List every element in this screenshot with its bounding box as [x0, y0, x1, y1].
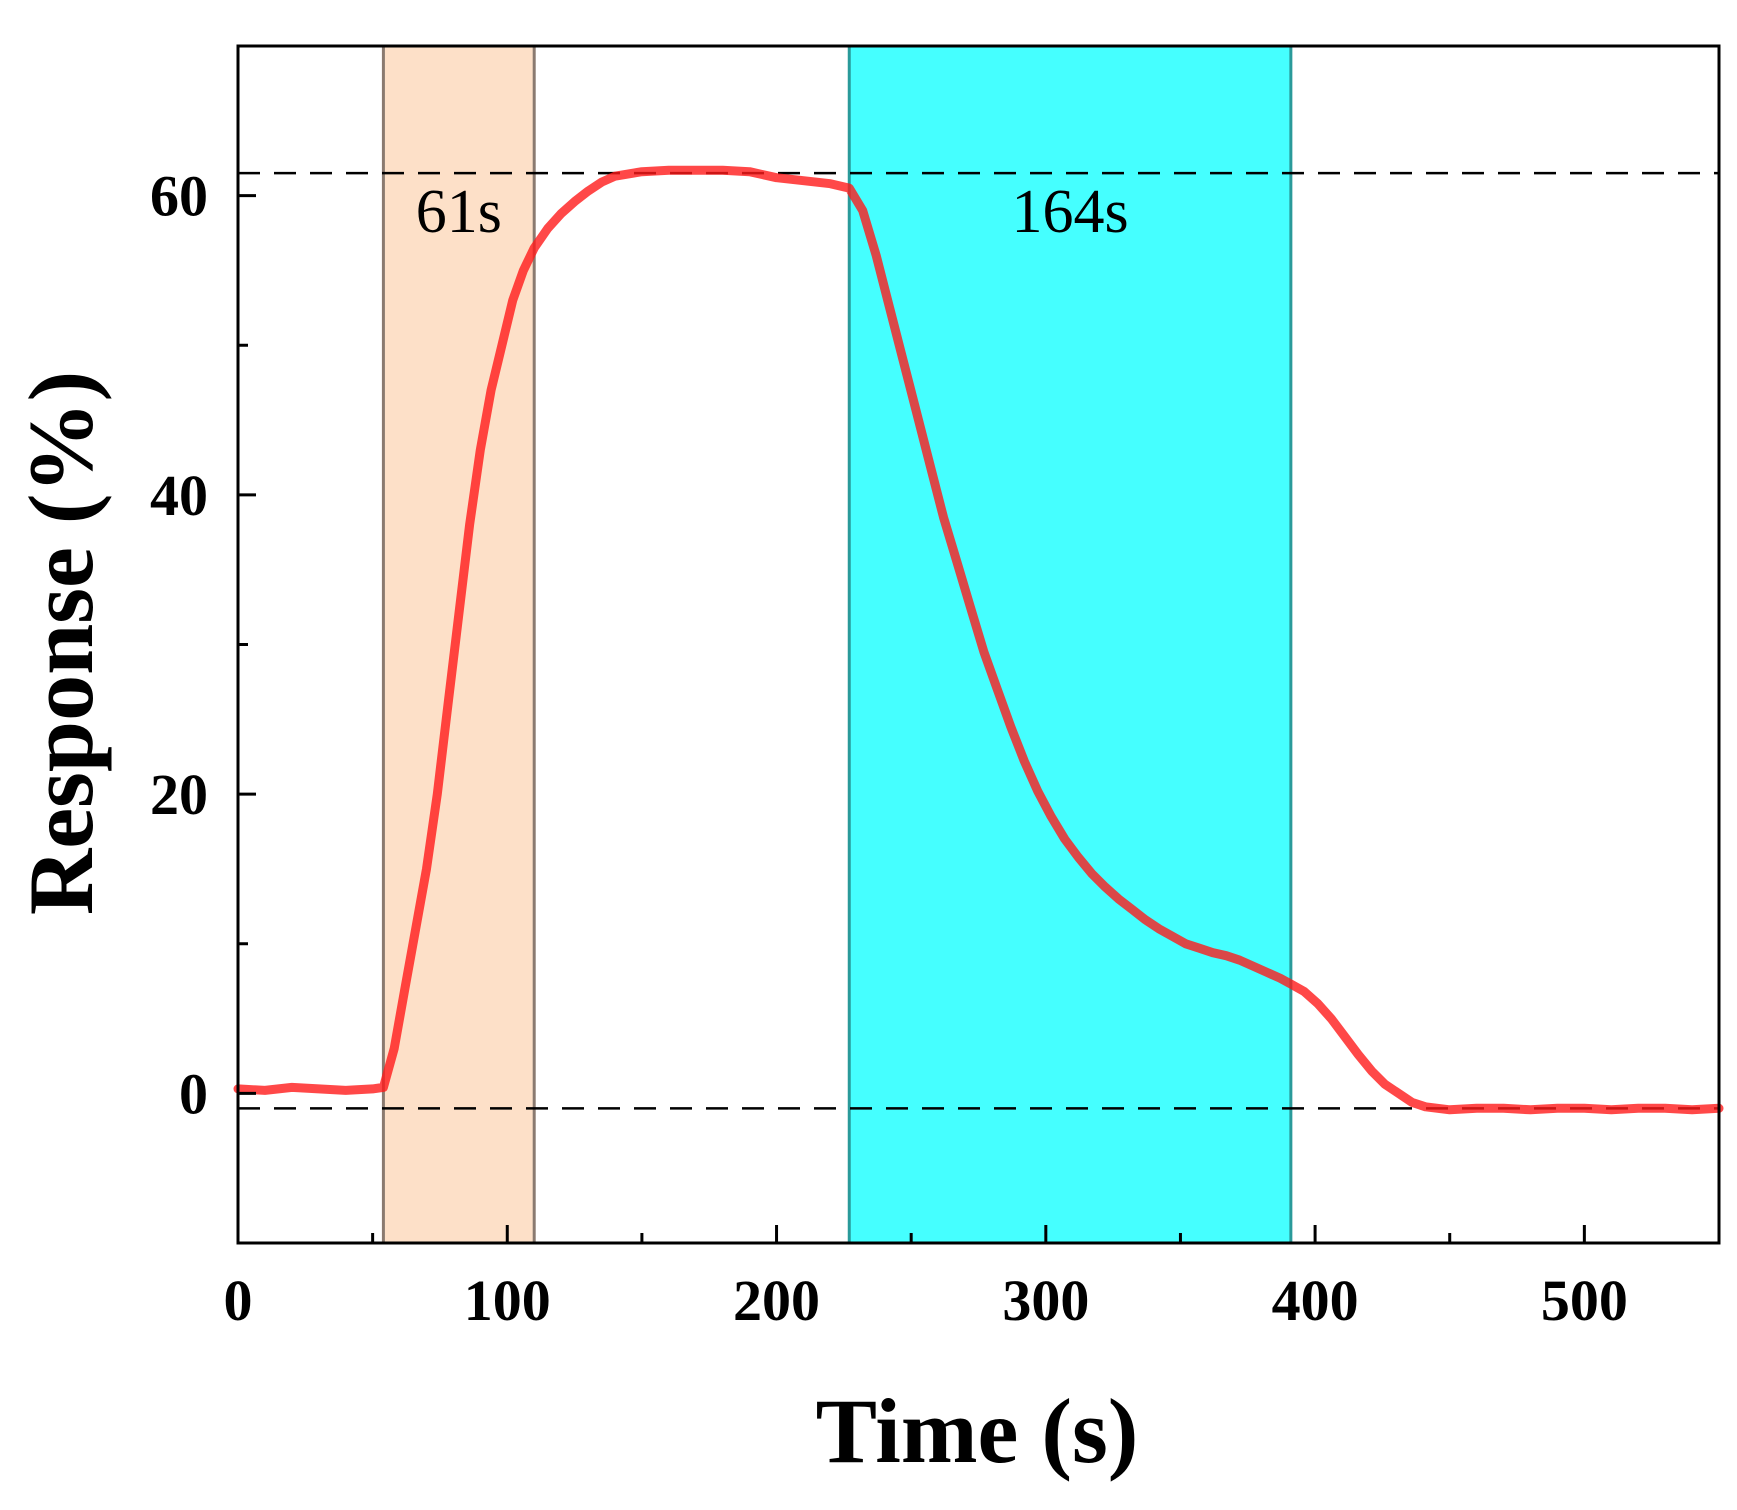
y-tick-label: 40 [150, 463, 208, 528]
y-tick-label: 60 [150, 164, 208, 229]
shaded-regions [381, 44, 1293, 1245]
region-annotations: 61s 164s [416, 178, 1129, 246]
tick-labels: 0 100 200 300 400 500 0 20 40 60 [150, 164, 1628, 1333]
y-tick-label: 0 [179, 1061, 208, 1126]
y-axis-title: Response (%) [10, 371, 112, 915]
x-tick-label: 100 [464, 1268, 551, 1333]
x-tick-label: 200 [733, 1268, 820, 1333]
x-axis-title: Time (s) [816, 1380, 1139, 1482]
recovery-time-label: 164s [1011, 178, 1128, 246]
x-tick-label: 0 [224, 1268, 253, 1333]
series-layer [233, 165, 1724, 1115]
response-time-label: 61s [416, 178, 502, 246]
recovery-time-region [847, 44, 1293, 1245]
x-tick-label: 500 [1541, 1268, 1628, 1333]
x-tick-label: 400 [1272, 1268, 1359, 1333]
y-tick-label: 20 [150, 762, 208, 827]
series-line-response [233, 165, 1724, 1115]
axis-ticks [236, 194, 1586, 1243]
x-tick-label: 300 [1002, 1268, 1089, 1333]
